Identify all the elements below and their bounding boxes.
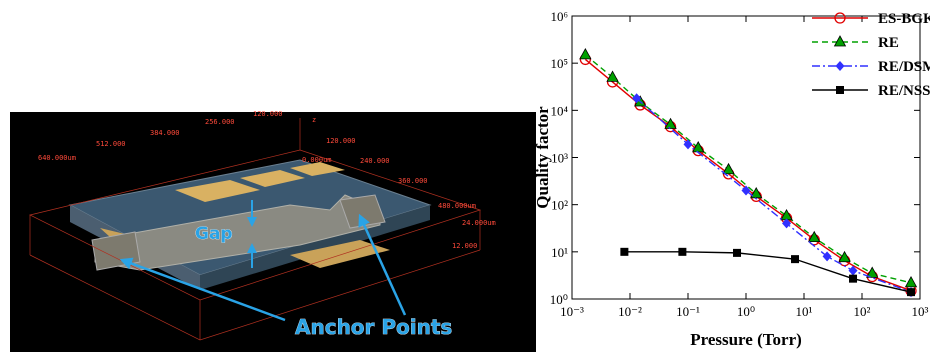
marker (580, 49, 591, 59)
series-line (585, 55, 911, 283)
scale-label: 512.000 (96, 140, 126, 148)
x-tick-label: 10⁰ (737, 304, 755, 319)
marker (620, 248, 628, 256)
legend-marker (836, 61, 845, 71)
scale-label: 480.000um (438, 202, 476, 210)
legend-label: RE (878, 35, 899, 51)
y-tick-label: 10⁰ (550, 292, 568, 307)
scale-label: 384.000 (150, 129, 180, 137)
y-tick-label: 10² (551, 198, 568, 213)
series-line (585, 59, 911, 290)
x-tick-label: 10³ (912, 304, 929, 319)
series-line (624, 252, 911, 292)
x-tick-label: 10² (854, 304, 871, 319)
marker (733, 249, 741, 257)
legend-label: RE/DSMC (878, 59, 930, 75)
device-image: 640.000um 512.000 384.000 256.000 120.000 120… (10, 110, 536, 352)
x-axis-title: Pressure (Torr) (690, 330, 802, 349)
x-tick-label: 10⁻² (618, 304, 642, 319)
legend-label: RE/NSSJ (878, 83, 930, 99)
marker (607, 71, 618, 81)
y-tick-label: 10⁶ (550, 9, 568, 24)
scale-label: 24.000um (462, 219, 496, 227)
scale-label: 240.000 (360, 157, 390, 165)
x-tick-label: 10⁻¹ (676, 304, 700, 319)
callout: Anchor Points (295, 315, 452, 339)
marker (907, 288, 915, 296)
legend-marker (835, 36, 846, 46)
scale-label: 0.000um (302, 156, 332, 164)
marker (723, 164, 734, 174)
y-tick-label: 10⁴ (550, 103, 568, 118)
scale-label: 12.000 (452, 242, 477, 250)
scale-label: 360.000 (398, 177, 428, 185)
axis-label: z (312, 116, 316, 124)
legend-marker (836, 86, 844, 94)
y-tick-label: 10³ (551, 151, 568, 166)
marker (791, 255, 799, 263)
y-axis-title: Quality factor (533, 106, 552, 209)
y-tick-label: 10⁵ (550, 56, 568, 71)
marker (849, 275, 857, 283)
callout: Gap (195, 224, 233, 244)
marker (823, 251, 832, 261)
scale-label: 256.000 (205, 118, 235, 126)
marker (678, 248, 686, 256)
scale-label: 120.000 (253, 110, 283, 118)
series-line (637, 98, 911, 292)
scale-label: 120.000 (326, 137, 356, 145)
scale-label: 640.000um (38, 154, 76, 162)
legend-label: ES-BGK (878, 11, 930, 27)
y-tick-label: 10¹ (551, 245, 568, 260)
plot-frame (572, 16, 920, 299)
marker (906, 277, 917, 287)
x-tick-label: 10¹ (796, 304, 813, 319)
page: 640.000um 512.000 384.000 256.000 120.000 120… (0, 0, 930, 355)
figure: 640.000um 512.000 384.000 256.000 120.000 120… (0, 0, 930, 355)
